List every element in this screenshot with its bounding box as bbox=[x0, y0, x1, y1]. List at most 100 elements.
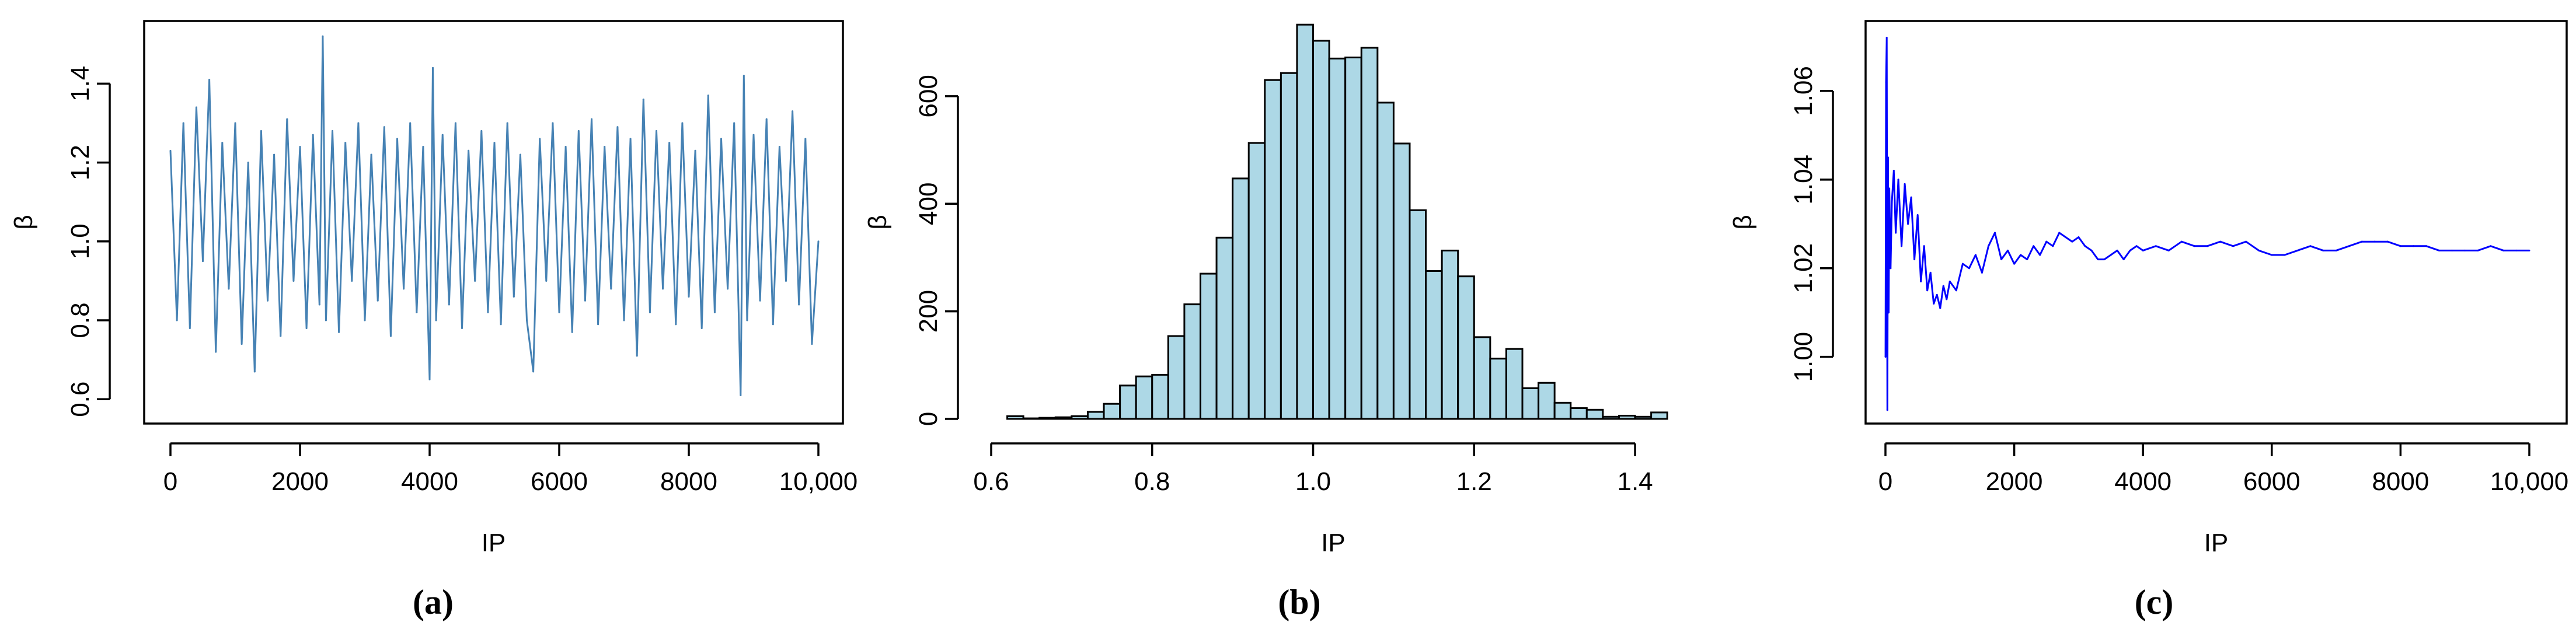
data-point bbox=[2000, 258, 2003, 261]
data-point bbox=[1904, 183, 1906, 185]
histogram-bar bbox=[1296, 23, 1315, 420]
data-point bbox=[435, 319, 437, 321]
data-point bbox=[493, 142, 496, 144]
data-point bbox=[1968, 267, 1970, 270]
data-point bbox=[454, 122, 456, 124]
data-point bbox=[616, 126, 619, 128]
y-axis-title: β bbox=[9, 215, 38, 229]
panel-caption: (b) bbox=[1278, 583, 1320, 621]
data-point bbox=[713, 311, 716, 313]
histogram-bar bbox=[1071, 415, 1089, 420]
data-point bbox=[2097, 258, 2099, 261]
data-point bbox=[2116, 249, 2118, 251]
data-point bbox=[759, 299, 761, 302]
data-point bbox=[461, 327, 463, 330]
histogram-bar bbox=[1119, 384, 1137, 420]
data-point bbox=[526, 319, 528, 321]
data-point bbox=[2129, 249, 2131, 251]
data-point bbox=[532, 370, 535, 373]
data-point bbox=[2206, 245, 2208, 247]
data-point bbox=[2155, 245, 2157, 247]
data-point bbox=[2451, 249, 2453, 251]
data-point bbox=[195, 106, 197, 109]
data-point bbox=[247, 162, 249, 164]
x-tick-label: 1.2 bbox=[1456, 467, 1492, 496]
data-point bbox=[189, 327, 191, 330]
data-point bbox=[1974, 254, 1977, 256]
data-point bbox=[707, 95, 709, 97]
data-point bbox=[1892, 170, 1895, 172]
data-point bbox=[668, 142, 671, 144]
data-point bbox=[694, 149, 696, 152]
data-point bbox=[2528, 249, 2530, 251]
data-point bbox=[221, 142, 224, 144]
histogram-bar bbox=[1232, 177, 1250, 420]
data-point bbox=[649, 311, 651, 313]
x-tick-label: 2000 bbox=[271, 467, 329, 496]
data-point bbox=[629, 138, 632, 140]
histogram-bar bbox=[1441, 249, 1459, 420]
data-point bbox=[552, 122, 554, 124]
data-point bbox=[2077, 236, 2080, 239]
data-point bbox=[2296, 249, 2299, 251]
data-point bbox=[1955, 289, 1957, 292]
data-point bbox=[662, 288, 664, 290]
histogram-bar bbox=[1280, 72, 1298, 420]
data-point bbox=[1910, 196, 1912, 198]
data-point bbox=[1887, 156, 1889, 159]
data-point bbox=[1907, 223, 1909, 225]
data-point bbox=[1942, 285, 1944, 287]
data-point bbox=[2490, 245, 2492, 247]
x-tick-label: 4000 bbox=[401, 467, 458, 496]
data-point bbox=[2386, 240, 2389, 243]
data-point bbox=[2039, 254, 2041, 256]
y-tick-label: 400 bbox=[914, 183, 943, 225]
data-point bbox=[2007, 249, 2009, 251]
data-point bbox=[389, 335, 392, 337]
data-point bbox=[305, 327, 308, 330]
data-point bbox=[2180, 240, 2183, 243]
data-point bbox=[1895, 232, 1897, 234]
y-tick-label: 600 bbox=[914, 75, 943, 117]
data-point bbox=[591, 118, 592, 120]
data-point bbox=[778, 146, 780, 148]
data-point bbox=[409, 122, 412, 124]
data-point bbox=[610, 288, 612, 290]
data-point bbox=[1920, 281, 1922, 283]
histogram-bar bbox=[1538, 382, 1556, 420]
data-point bbox=[1933, 303, 1935, 305]
data-point bbox=[322, 35, 324, 37]
data-point bbox=[792, 110, 794, 113]
data-point bbox=[169, 149, 172, 152]
data-point bbox=[312, 134, 314, 136]
data-point bbox=[539, 138, 541, 140]
y-axis-title: β bbox=[1728, 215, 1757, 229]
histogram-bar bbox=[1264, 79, 1282, 420]
y-tick-label: 1.0 bbox=[66, 223, 95, 259]
data-point bbox=[1916, 214, 1919, 216]
data-point bbox=[364, 319, 366, 321]
data-point bbox=[383, 126, 385, 128]
data-point bbox=[280, 335, 282, 337]
histogram-bar bbox=[1409, 209, 1427, 420]
x-tick-label: 10,000 bbox=[2490, 467, 2569, 496]
data-point bbox=[2412, 245, 2414, 247]
data-point bbox=[422, 146, 424, 148]
x-tick-label: 8000 bbox=[2372, 467, 2429, 496]
data-point bbox=[1929, 271, 1932, 274]
data-point bbox=[325, 319, 327, 321]
data-point bbox=[513, 295, 515, 298]
data-point bbox=[727, 288, 729, 290]
data-point bbox=[571, 331, 573, 333]
x-tick-label: 4000 bbox=[2114, 467, 2171, 496]
data-point bbox=[1987, 245, 1989, 247]
data-point bbox=[396, 138, 398, 140]
data-point bbox=[2477, 249, 2479, 251]
data-point bbox=[2438, 249, 2441, 251]
data-point bbox=[267, 299, 269, 302]
histogram-bar bbox=[1553, 401, 1572, 420]
data-point bbox=[2110, 254, 2112, 256]
data-point bbox=[2084, 245, 2086, 247]
data-point bbox=[240, 343, 243, 345]
histogram-bar bbox=[1505, 348, 1524, 420]
